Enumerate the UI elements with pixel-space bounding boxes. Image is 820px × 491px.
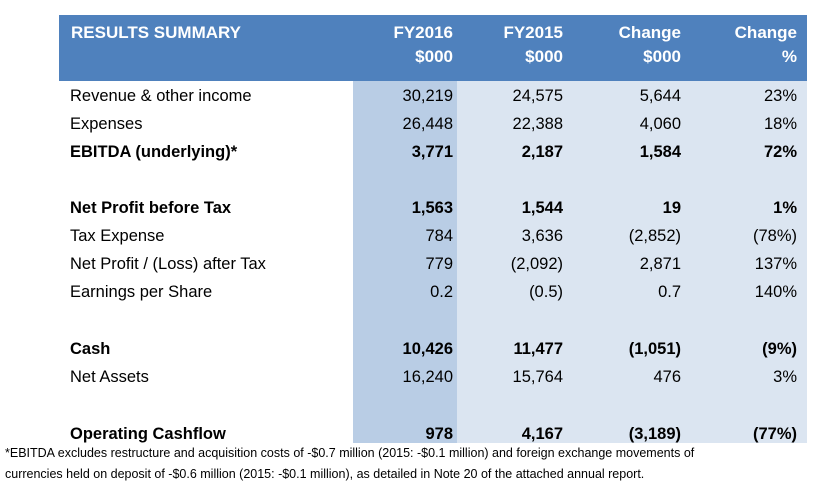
cell-change-percent: 23% — [763, 87, 797, 105]
comparison-columns-band — [457, 15, 807, 443]
cell-change-percent: (78%) — [752, 227, 797, 245]
row-label: Cash — [70, 340, 111, 358]
header-change-percent: Change % — [689, 21, 797, 69]
table-row: Operating Cashflow 978 4,167 (3,189) (77%) — [59, 420, 807, 448]
table-row: Revenue & other income 30,219 24,575 5,644 2… — [59, 82, 807, 110]
row-label: Expenses — [70, 115, 143, 133]
header-change-amount-line2: $000 — [643, 47, 681, 66]
cell-fy2016: 779 — [425, 255, 453, 273]
cell-fy2016: 3,771 — [411, 143, 453, 161]
cell-fy2015: (0.5) — [529, 283, 563, 301]
cell-change-amount: (3,189) — [628, 425, 681, 443]
table-header: RESULTS SUMMARY FY2016 $000 FY2015 $000 … — [59, 15, 807, 81]
table-title: RESULTS SUMMARY — [71, 23, 241, 42]
table-row: Earnings per Share 0.2 (0.5) 0.7 140% — [59, 278, 807, 306]
cell-change-percent: 72% — [763, 143, 797, 161]
cell-change-amount: 0.7 — [658, 283, 681, 301]
table-row: Net Profit / (Loss) after Tax 779 (2,092) 2… — [59, 250, 807, 278]
cell-fy2015: 22,388 — [512, 115, 563, 133]
header-fy2016: FY2016 $000 — [353, 21, 453, 69]
cell-fy2016: 1,563 — [411, 199, 453, 217]
ebitda-footnote: *EBITDA excludes restructure and acquisi… — [5, 443, 817, 485]
header-fy2016-line1: FY2016 — [393, 23, 453, 42]
table-row: Tax Expense 784 3,636 (2,852) (78%) — [59, 222, 807, 250]
cell-change-percent: (77%) — [752, 425, 797, 443]
cell-change-percent: 3% — [773, 368, 797, 386]
table-row: EBITDA (underlying)* 3,771 2,187 1,584 72% — [59, 138, 807, 166]
header-change-percent-line2: % — [781, 47, 797, 66]
row-label: Revenue & other income — [70, 87, 252, 105]
cell-change-percent: 18% — [763, 115, 797, 133]
cell-fy2016: 16,240 — [402, 368, 453, 386]
row-label: Tax Expense — [70, 227, 165, 245]
row-label: Operating Cashflow — [70, 425, 226, 443]
header-fy2015-line2: $000 — [525, 47, 563, 66]
cell-change-percent: 140% — [754, 283, 797, 301]
header-fy2015: FY2015 $000 — [457, 21, 563, 69]
table-row: Net Profit before Tax 1,563 1,544 19 1% — [59, 194, 807, 222]
cell-change-amount: (2,852) — [628, 227, 681, 245]
table-row: Cash 10,426 11,477 (1,051) (9%) — [59, 335, 807, 363]
cell-change-amount: 4,060 — [639, 115, 681, 133]
row-label: Earnings per Share — [70, 283, 213, 301]
cell-fy2016: 784 — [425, 227, 453, 245]
header-fy2016-line2: $000 — [415, 47, 453, 66]
row-label: Net Profit before Tax — [70, 199, 232, 217]
cell-fy2016: 978 — [425, 425, 453, 443]
cell-fy2015: 24,575 — [512, 87, 563, 105]
header-change-percent-line1: Change — [734, 23, 797, 42]
cell-change-percent: (9%) — [762, 340, 797, 358]
cell-change-amount: 476 — [653, 368, 681, 386]
cell-change-percent: 137% — [754, 255, 797, 273]
row-label: Net Assets — [70, 368, 149, 386]
row-label: Net Profit / (Loss) after Tax — [70, 255, 266, 273]
table-row: Expenses 26,448 22,388 4,060 18% — [59, 110, 807, 138]
label-column-band — [59, 81, 353, 443]
footnote-line-1: *EBITDA excludes restructure and acquisi… — [5, 446, 695, 460]
cell-fy2015: 15,764 — [512, 368, 563, 386]
cell-change-amount: 1,584 — [639, 143, 681, 161]
cell-fy2016: 30,219 — [402, 87, 453, 105]
cell-fy2015: 2,187 — [521, 143, 563, 161]
cell-fy2016: 10,426 — [402, 340, 453, 358]
cell-fy2015: 4,167 — [521, 425, 563, 443]
cell-fy2015: (2,092) — [510, 255, 563, 273]
cell-change-amount: 5,644 — [639, 87, 681, 105]
results-summary-table: RESULTS SUMMARY FY2016 $000 FY2015 $000 … — [59, 15, 807, 443]
header-change-amount: Change $000 — [569, 21, 681, 69]
cell-fy2016: 26,448 — [402, 115, 453, 133]
header-fy2015-line1: FY2015 — [503, 23, 563, 42]
cell-fy2015: 11,477 — [513, 340, 563, 358]
footnote-line-2: currencies held on deposit of -$0.6 mill… — [5, 467, 645, 481]
row-label: EBITDA (underlying)* — [70, 143, 238, 161]
cell-change-percent: 1% — [773, 199, 797, 217]
fy2016-column-band — [353, 15, 457, 443]
cell-fy2016: 0.2 — [430, 283, 453, 301]
cell-change-amount: 19 — [662, 199, 681, 217]
cell-fy2015: 1,544 — [521, 199, 563, 217]
table-row: Net Assets 16,240 15,764 476 3% — [59, 363, 807, 391]
cell-fy2015: 3,636 — [521, 227, 563, 245]
cell-change-amount: (1,051) — [628, 340, 681, 358]
cell-change-amount: 2,871 — [639, 255, 681, 273]
header-change-amount-line1: Change — [618, 23, 681, 42]
